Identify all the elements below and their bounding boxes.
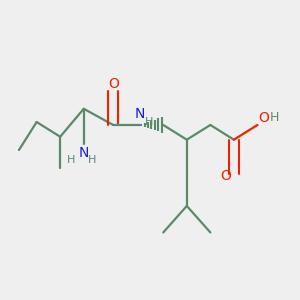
Text: H: H: [145, 117, 153, 127]
Text: O: O: [220, 169, 231, 184]
Text: N: N: [79, 146, 89, 160]
Text: H: H: [270, 111, 279, 124]
Text: O: O: [108, 77, 118, 91]
Text: N: N: [134, 107, 145, 121]
Text: H: H: [67, 155, 76, 165]
Text: H: H: [88, 155, 96, 165]
Text: O: O: [258, 111, 269, 124]
